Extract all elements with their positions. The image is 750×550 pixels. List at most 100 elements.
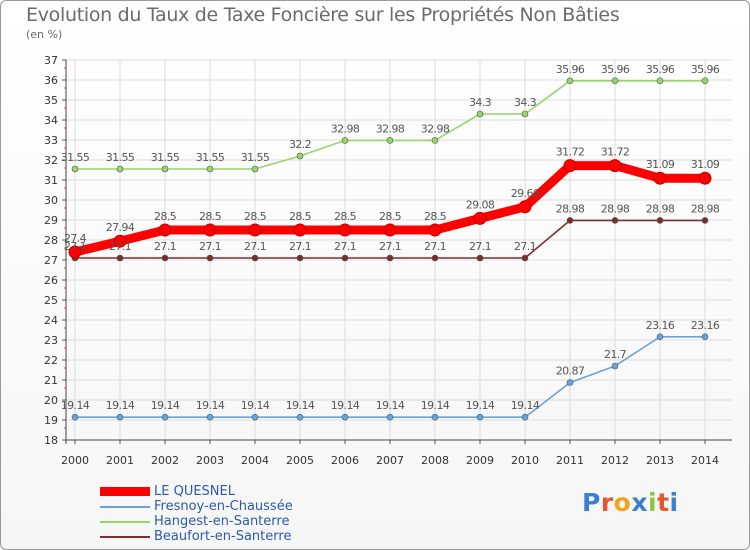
legend-swatch [100,535,150,538]
data-point [431,413,439,421]
data-point [521,254,529,262]
data-label: 35.96 [601,63,630,76]
proxiti-logo: Proxiti [582,488,679,517]
data-label: 19.14 [421,399,450,412]
legend-swatch [100,520,150,523]
legend-label: LE QUESNEL [154,484,235,499]
data-label: 32.2 [289,138,311,151]
y-tick-label: 28 [44,234,58,247]
data-point [161,165,169,173]
data-label: 31.55 [241,151,270,164]
legend-item: LE QUESNEL [100,484,293,499]
logo-letter: i [648,488,658,517]
x-tick-label: 2000 [61,454,89,467]
x-tick-label: 2005 [286,454,314,467]
logo-letter: o [613,488,632,517]
data-label: 19.14 [511,399,540,412]
data-label: 31.55 [196,151,225,164]
y-tick-label: 26 [44,274,58,287]
data-label: 31.55 [106,151,135,164]
data-label: 23.16 [646,319,675,332]
data-point [206,413,214,421]
data-label: 27.4 [64,232,87,245]
x-tick-label: 2004 [241,454,269,467]
legend-label: Beaufort-en-Santerre [154,529,292,544]
data-point [653,171,667,185]
y-tick-label: 23 [44,334,58,347]
y-tick-label: 27 [44,254,58,267]
data-label: 21.7 [604,348,627,361]
data-label: 27.1 [109,240,131,253]
data-label: 27.1 [199,240,221,253]
data-point [248,223,262,237]
data-point [521,110,529,118]
y-tick-label: 37 [44,54,58,67]
data-point [296,152,304,160]
data-point [341,413,349,421]
data-label: 28.5 [424,210,447,223]
data-label: 31.55 [151,151,180,164]
data-point [296,413,304,421]
data-label: 19.14 [196,399,225,412]
data-point [431,254,439,262]
data-point [566,217,574,224]
data-label: 31.55 [61,151,90,164]
data-point [611,217,619,224]
data-labels: 27.4 27.94 28.5 28.5 28.5 28.5 28.5 28.5 28.5 29.… [61,63,721,412]
logo-letter: i [669,488,679,517]
data-label: 27.1 [469,240,491,253]
data-label: 19.14 [331,399,360,412]
data-label: 27.1 [244,240,266,253]
data-label: 19.14 [151,399,180,412]
x-tick-label: 2012 [601,454,629,467]
data-point [476,254,484,262]
x-tick-label: 2002 [151,454,179,467]
data-label: 32.98 [331,122,360,135]
data-label: 19.14 [61,399,90,412]
data-label: 28.5 [334,210,357,223]
data-point [116,254,124,262]
x-tick-label: 2011 [556,454,584,467]
data-label: 19.14 [241,399,270,412]
data-label: 27.1 [379,240,401,253]
data-label: 28.5 [154,210,177,223]
legend-item: Fresnoy-en-Chaussée [100,499,293,514]
data-point [608,159,622,173]
data-point [473,211,487,225]
data-point [161,413,169,421]
data-label: 28.5 [199,210,222,223]
grid-lines [66,59,732,441]
data-point [341,254,349,262]
data-point [611,77,619,85]
y-tick-label: 24 [44,314,58,327]
x-tick-label: 2009 [466,454,494,467]
data-point [251,254,259,262]
data-label: 19.14 [286,399,315,412]
data-point [158,223,172,237]
y-tick-label: 32 [44,154,58,167]
y-tick-label: 35 [44,94,58,107]
logo-letter: r [600,488,614,517]
data-label: 28.5 [289,210,312,223]
legend-item: Beaufort-en-Santerre [100,529,293,544]
y-tick-label: 29 [44,214,58,227]
legend: LE QUESNEL Fresnoy-en-Chaussée Hangest-en-… [100,484,293,544]
data-point [386,137,394,144]
legend-item: Hangest-en-Santerre [100,514,293,529]
data-point [698,171,712,185]
x-tick-label: 2006 [331,454,359,467]
data-point [521,413,529,421]
y-tick-label: 20 [44,394,58,407]
data-point [476,413,484,421]
axes: 18 19 20 21 22 23 24 25 26 27 28 29 30 31 32 33 34 35 36 37… [44,54,732,467]
data-point [701,77,709,85]
data-label: 31.09 [691,158,720,171]
data-label: 27.1 [64,240,86,253]
data-point [386,413,394,421]
y-tick-label: 36 [44,74,58,87]
data-point [611,362,619,370]
y-tick-label: 21 [44,374,58,387]
data-point [656,333,664,341]
y-tick-label: 18 [44,434,58,447]
